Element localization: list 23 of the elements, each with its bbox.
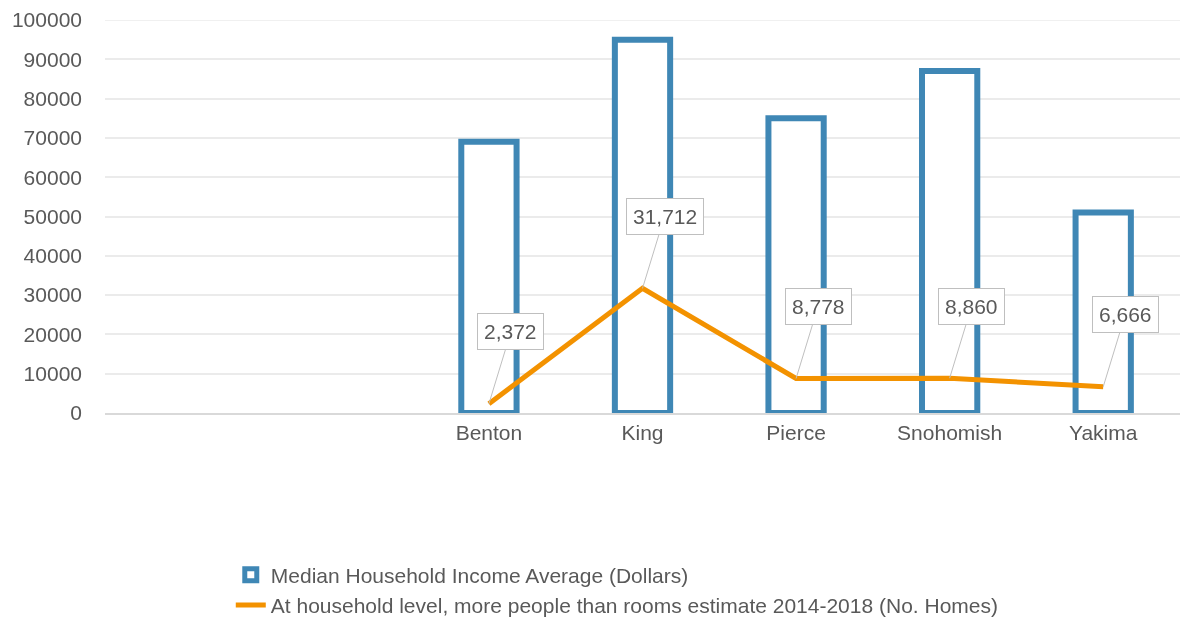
y-tick-label: 40000	[23, 244, 82, 268]
y-tick-label: 20000	[23, 322, 82, 346]
y-tick-label: 30000	[23, 283, 82, 307]
x-tick-label: Benton	[455, 420, 523, 444]
x-tick-label: Snohomish	[897, 420, 1003, 444]
data-label: 31,712	[633, 205, 698, 228]
y-tick-label: 80000	[23, 86, 82, 110]
y-tick-label: 50000	[23, 204, 82, 228]
y-tick-label: 0	[70, 401, 82, 425]
data-label: 2,372	[484, 320, 537, 343]
y-tick-label: 10000	[23, 362, 82, 386]
x-tick-label: Pierce	[766, 420, 826, 444]
x-tick-label: King	[621, 420, 664, 444]
y-tick-label: 100000	[11, 8, 82, 32]
data-label: 8,860	[945, 295, 998, 318]
data-label: 6,666	[1099, 303, 1152, 326]
data-label: 8,778	[792, 295, 845, 318]
y-tick-label: 60000	[23, 165, 82, 189]
legend-label: Median Household Income Average (Dollars)	[270, 563, 689, 587]
legend-label: At household level, more people than rooms estimate 2014-2018 (No. Homes)	[270, 594, 999, 618]
y-tick-label: 70000	[23, 126, 82, 150]
y-tick-label: 90000	[23, 47, 82, 71]
x-tick-label: Yakima	[1068, 420, 1138, 444]
